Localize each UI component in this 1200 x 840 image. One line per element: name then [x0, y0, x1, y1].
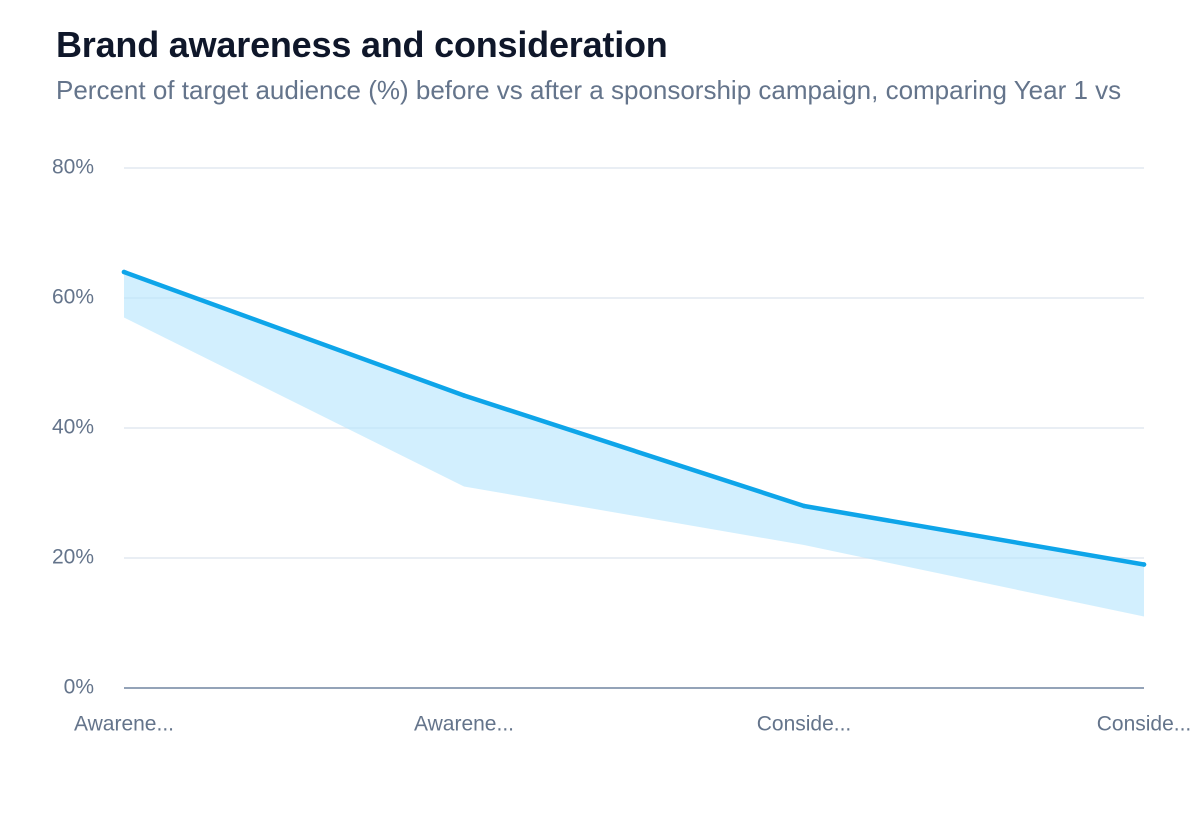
- y-tick-label: 40%: [52, 416, 94, 439]
- series-point: [121, 269, 127, 275]
- chart-title: Brand awareness and consideration: [56, 24, 668, 65]
- y-tick-label: 60%: [52, 286, 94, 309]
- series-point: [461, 393, 467, 398]
- x-tick-label: Conside...: [757, 713, 852, 736]
- y-tick-label: 80%: [52, 156, 94, 179]
- range-band: [124, 272, 1144, 617]
- series-line: [121, 269, 1147, 567]
- x-tick-label: Conside...: [1097, 713, 1192, 736]
- x-tick-label: Awarene...: [74, 713, 174, 736]
- series-point: [801, 503, 807, 509]
- chart-subtitle: Percent of target audience (%) before vs…: [56, 75, 1122, 105]
- x-tick-label: Awarene...: [414, 713, 514, 736]
- y-tick-label: 0%: [64, 676, 94, 699]
- series-point: [1141, 562, 1147, 567]
- y-tick-label: 20%: [52, 546, 94, 569]
